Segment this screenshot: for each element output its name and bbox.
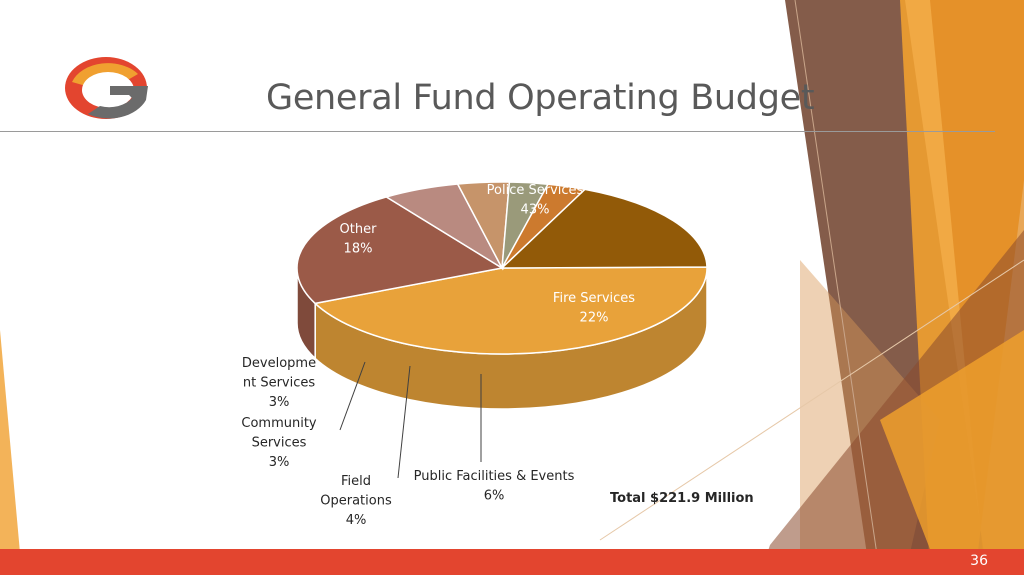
deco-shape-left: [0, 330, 22, 575]
pie-label-fire-services: Fire Services 22%: [553, 291, 635, 326]
slide-number: 36: [970, 553, 988, 569]
pie-slice-other: [500, 188, 708, 269]
pie-chart: Police Services 43% Fire Services 22% Public…: [241, 181, 708, 528]
pie-label-community-services: Community Services 3%: [241, 416, 317, 470]
leader-line-community-services: [339, 361, 366, 431]
pie-label-public-facilities-and-events: Public Facilities & Events 6%: [414, 469, 575, 504]
leader-line-field-operations: [397, 365, 411, 479]
pie-label-other: Other 18%: [340, 222, 378, 257]
slide-title: General Fund Operating Budget: [266, 78, 815, 118]
footer-bar: [0, 549, 1024, 575]
pie-label-development-services: Developme nt Services 3%: [242, 356, 316, 410]
g-logo-icon: [65, 57, 148, 119]
deco-shape-6: [880, 330, 1024, 575]
pie-slice-fire-services: [296, 196, 505, 305]
pie-slice-police-services: [313, 266, 708, 355]
budget-total: Total $221.9 Million: [610, 491, 754, 506]
pie-label-field-operations: Field Operations 4%: [320, 474, 392, 528]
deco-line-1: [794, 0, 881, 575]
pie-label-police-services: Police Services 43%: [487, 183, 584, 218]
pie-labels: Police Services 43% Fire Services 22% Public…: [241, 183, 635, 528]
deco-line-2: [599, 259, 1024, 541]
pie-top-faces: [296, 181, 708, 355]
title-divider: [0, 131, 995, 132]
